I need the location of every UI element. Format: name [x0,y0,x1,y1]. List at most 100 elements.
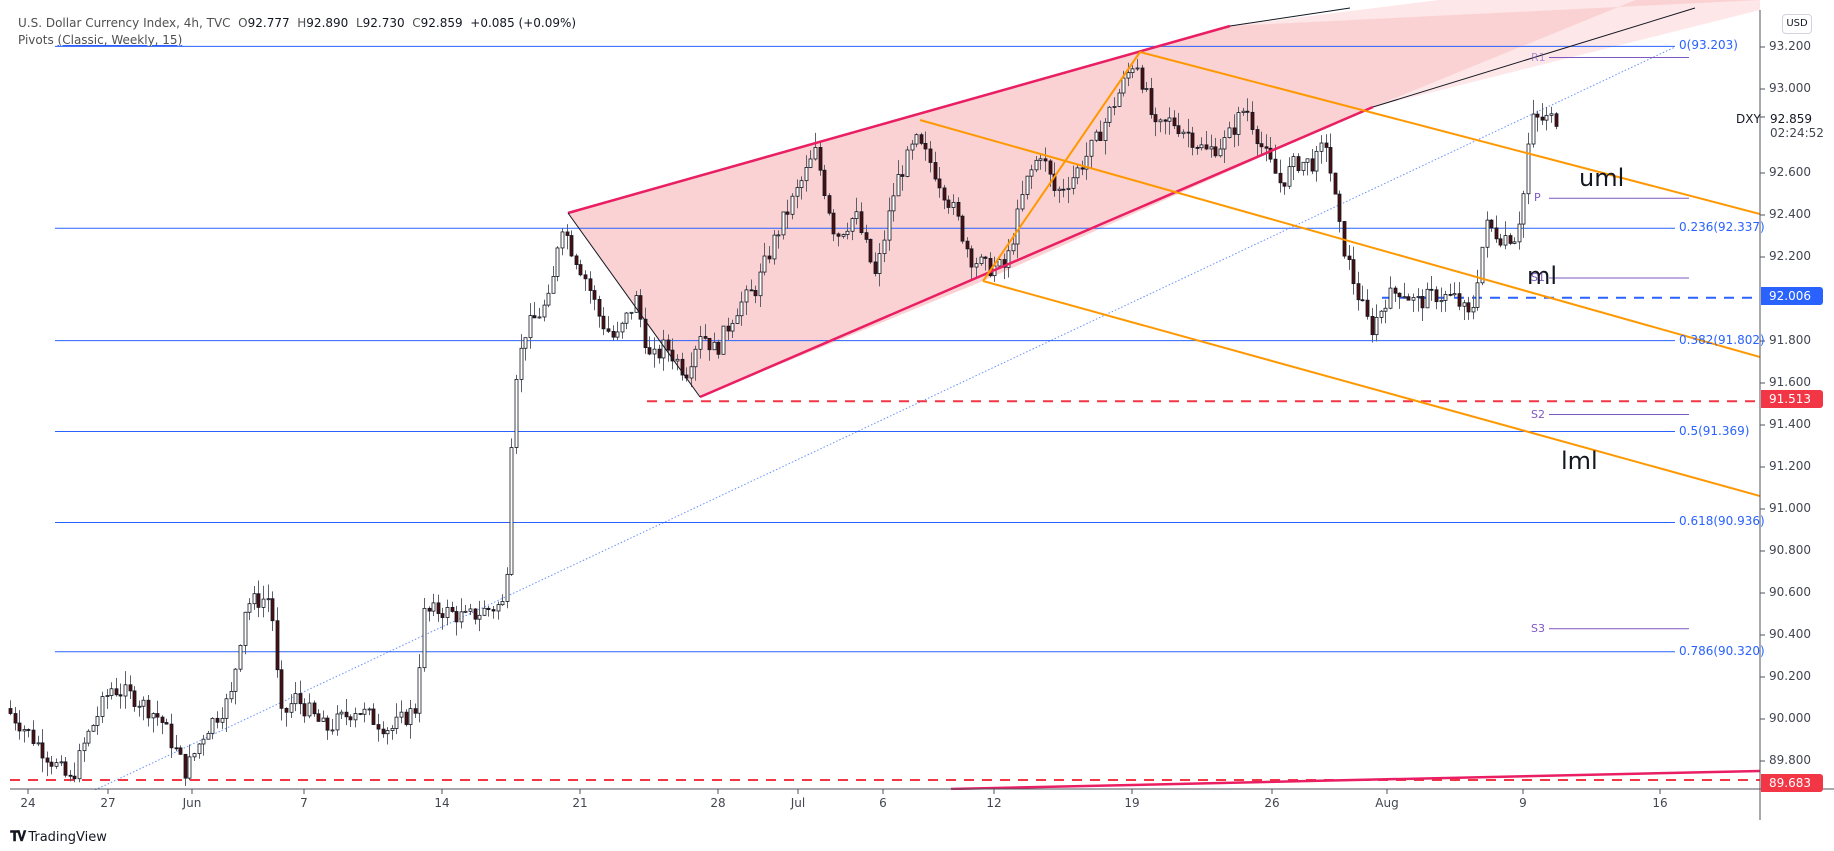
currency-button[interactable]: USD [1782,14,1812,34]
last-price-symbol: DXY [1736,112,1761,126]
bull-candle [661,339,666,359]
bull-candle [841,234,846,237]
bear-candle [818,147,823,171]
bear-candle [1098,131,1103,141]
bear-candle [40,742,45,759]
drawings[interactable] [567,7,1760,790]
bull-candle [739,301,744,317]
bull-candle [795,187,800,197]
bull-candle [1443,294,1448,301]
bear-candle [178,747,183,755]
bull-candle [1144,88,1149,90]
price-tick-label: 91.800 [1769,333,1811,347]
price-tick-label: 91.400 [1769,417,1811,431]
bear-candle [1434,289,1439,303]
wedge-upper-line[interactable] [567,24,1231,215]
bull-candle [367,708,372,711]
pitchfork-upper-median-line[interactable] [1139,51,1760,215]
bull-candle [431,602,436,612]
bear-candle [657,348,662,359]
wedge-lower-extension[interactable] [1372,7,1696,108]
indicator-legend[interactable]: Pivots (Classic, Weekly, 15) [18,32,576,49]
bear-candle [183,753,188,779]
bull-candle [772,234,777,260]
bull-candle [762,255,767,273]
bull-candle [1209,146,1214,150]
wedge-upper-extension[interactable] [1229,7,1351,27]
bull-candle [1222,137,1227,150]
bull-candle [1167,117,1172,122]
fib-retracement[interactable] [55,45,1676,790]
annotation-uml[interactable]: uml [1579,164,1625,192]
bear-candle [666,339,671,351]
bull-candle [243,611,248,646]
bear-candle [569,235,574,257]
time-tick-label: 24 [20,796,36,810]
bear-candle [707,337,712,351]
bear-candle [1080,167,1085,170]
horizontal-lines[interactable] [10,296,1760,781]
price-tick-label: 90.000 [1769,711,1811,725]
annotation-ml[interactable]: ml [1527,262,1558,290]
bull-candle [555,247,560,277]
bull-candle [22,729,27,732]
bear-candle [933,162,938,180]
bear-candle [1406,296,1411,301]
bear-candle [440,613,445,618]
bear-candle [1002,259,1007,268]
annotation-lml[interactable]: lml [1561,447,1598,475]
bear-candle [381,728,386,735]
bear-candle [1278,172,1283,184]
pitchfork-median-line[interactable] [919,119,1760,358]
bull-candle [1107,106,1112,123]
bull-candle [1416,296,1421,298]
bull-candle [542,304,547,318]
bull-candle [997,259,1002,267]
high-value: 92.890 [306,16,349,30]
bull-candle [482,607,487,616]
fib-level-label: 0.618(90.936) [1679,514,1765,529]
wedge-left-edge[interactable] [567,212,701,398]
bear-candle [118,694,123,697]
bear-candle [1176,125,1181,135]
pitchfork-lower-median-line[interactable] [982,280,1760,497]
bear-candle [601,315,606,330]
bull-candle [514,379,519,448]
bear-candle [436,602,441,614]
pitchfork-handle[interactable] [982,51,1141,282]
price-tick-label: 92.600 [1769,165,1811,179]
bull-candle [693,348,698,368]
bear-candle [956,201,961,217]
bear-candle [1264,146,1269,149]
symbol-name[interactable]: U.S. Dollar Currency Index, 4h, TVC [18,16,231,30]
bull-candle [1020,194,1025,210]
bear-candle [716,341,721,355]
bear-candle [344,711,349,718]
bull-candle [877,253,882,274]
bear-candle [643,318,648,349]
bear-candle [1328,147,1333,174]
long-term-trendline[interactable] [950,769,1760,790]
bear-candle [638,295,643,320]
bull-candle [459,611,464,623]
bear-candle [831,212,836,235]
bull-candle [735,315,740,324]
bull-candle [1475,282,1480,308]
bull-candle [1402,296,1407,299]
price-tick-label: 89.800 [1769,753,1811,767]
bear-candle [1393,287,1398,294]
bear-candle [8,708,13,714]
bear-candle [413,708,418,714]
tradingview-logo[interactable]: 𝐓𝐕 TradingView [10,829,107,845]
bear-candle [1149,88,1154,115]
wedge-lower-line[interactable] [699,105,1374,399]
bear-candle [785,211,790,215]
low-value: 92.730 [362,16,405,30]
bear-candle [132,690,137,707]
fib-trend-line[interactable] [94,46,1676,790]
time-tick-label: 16 [1652,796,1668,810]
bull-candle [1006,250,1011,268]
bull-candle [187,756,192,779]
bull-candle [1121,77,1126,94]
